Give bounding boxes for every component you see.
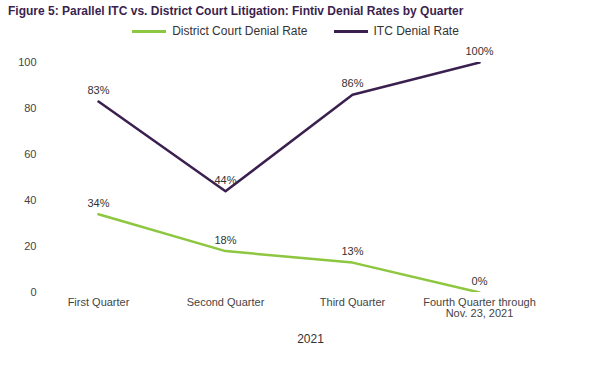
- svg-text:100: 100: [18, 56, 36, 68]
- svg-text:13%: 13%: [341, 245, 363, 257]
- svg-text:Third Quarter: Third Quarter: [320, 296, 386, 308]
- html-text:ITC Denial Rate: ITC Denial Rate: [373, 24, 459, 38]
- svg-text:60: 60: [24, 148, 36, 160]
- svg-text:86%: 86%: [341, 77, 363, 89]
- html-text:Figure 5: Parallel ITC vs. Dis: Figure 5: Parallel ITC vs. District Cour…: [8, 4, 464, 18]
- svg-text:18%: 18%: [214, 234, 236, 246]
- svg-text:40: 40: [24, 194, 36, 206]
- svg-text:0: 0: [30, 286, 36, 298]
- svg-text:83%: 83%: [87, 84, 109, 96]
- html-text:District Court Denial Rate: District Court Denial Rate: [172, 24, 308, 38]
- svg-text:80: 80: [24, 102, 36, 114]
- svg-text:Second Quarter: Second Quarter: [187, 296, 265, 308]
- svg-text:44%: 44%: [214, 174, 236, 186]
- svg-text:Fourth Quarter throughNov. 23,: Fourth Quarter throughNov. 23, 2021: [423, 296, 536, 319]
- svg-text:0%: 0%: [472, 275, 488, 287]
- html-text:2021: 2021: [297, 332, 324, 346]
- svg-text:First Quarter: First Quarter: [68, 296, 130, 308]
- svg-text:34%: 34%: [87, 197, 109, 209]
- svg-text:100%: 100%: [465, 45, 493, 57]
- svg-text:20: 20: [24, 240, 36, 252]
